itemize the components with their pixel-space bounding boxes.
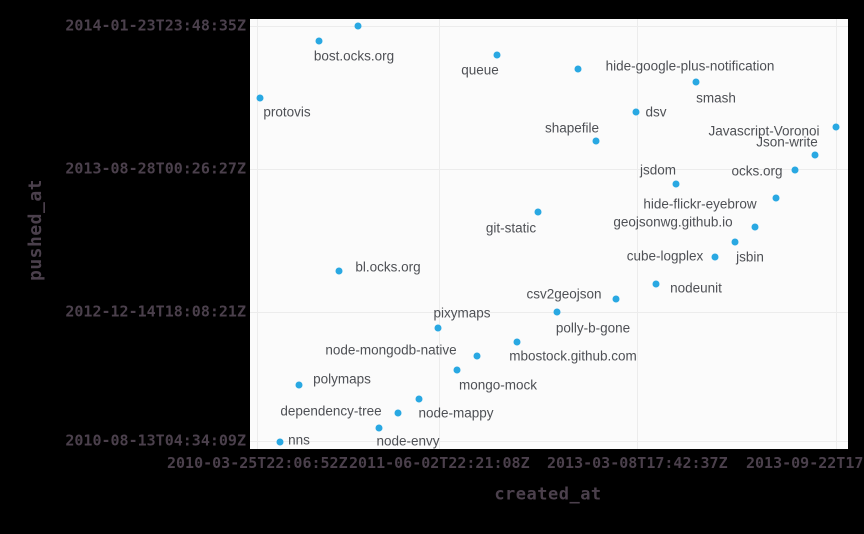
data-point-label: cube-logplex (626, 248, 704, 264)
x-tick-label: 2013-09-22T17 (746, 454, 864, 472)
data-point (652, 280, 660, 288)
data-point-label: node-envy (376, 433, 440, 449)
data-point (335, 267, 343, 275)
y-axis-title: pushed_at (25, 178, 46, 282)
data-point (354, 22, 362, 30)
data-point (711, 253, 719, 261)
data-point (592, 137, 600, 145)
data-point (415, 395, 423, 403)
vertical-gridline (257, 19, 258, 449)
data-point-label: polly-b-gone (555, 320, 631, 336)
data-point-label: polymaps (313, 371, 371, 387)
data-point-label: geojsonwg.github.io (613, 214, 733, 230)
x-tick-label: 2011-06-02T22:21:08Z (349, 454, 530, 472)
data-point (751, 223, 759, 231)
data-point (375, 424, 383, 432)
data-point-label: mongo-mock (458, 377, 538, 393)
data-point-label: nns (288, 432, 310, 448)
data-point (473, 352, 481, 360)
y-tick-label: 2013-08-28T00:26:27Z (65, 159, 246, 178)
data-point (295, 381, 303, 389)
horizontal-gridline (250, 312, 848, 313)
data-point-label: Json-write (756, 134, 818, 150)
data-point (493, 51, 501, 59)
x-axis-title: created_at (494, 484, 602, 505)
data-point-label: pixymaps (433, 305, 491, 321)
data-point (811, 151, 819, 159)
data-point-label: git-static (485, 220, 537, 236)
data-point (772, 194, 780, 202)
data-point-label: hide-flickr-eyebrow (643, 196, 757, 212)
data-point-label: ocks.org (731, 163, 783, 179)
data-point-label: dependency-tree (280, 403, 382, 419)
data-point-label: shapefile (544, 120, 600, 136)
data-point (315, 37, 323, 45)
data-point-label: dsv (645, 104, 667, 120)
data-point (632, 108, 640, 116)
horizontal-gridline (250, 169, 848, 170)
data-point-label: bost.ocks.org (313, 48, 395, 64)
vertical-gridline (637, 19, 638, 449)
data-point (731, 238, 739, 246)
data-point-label: Javascript-Voronoi (708, 123, 820, 139)
y-tick-label: 2010-08-13T04:34:09Z (65, 431, 246, 450)
horizontal-gridline (250, 441, 848, 442)
data-point-label: csv2geojson (526, 286, 602, 302)
data-point-label: bl.ocks.org (355, 259, 421, 275)
data-point-label: protovis (263, 104, 311, 120)
plot-area: bost.ocks.org queue hide-google-plus-notif… (250, 19, 848, 449)
data-point (453, 366, 461, 374)
data-point-label: hide-google-plus-notification (605, 58, 775, 74)
y-tick-label: 2012-12-14T18:08:21Z (65, 302, 246, 321)
data-point (513, 338, 521, 346)
x-tick-label: 2010-03-25T22:06:52Z (167, 454, 348, 472)
data-point-label: node-mongodb-native (325, 342, 457, 358)
data-point (256, 94, 264, 102)
data-point (672, 180, 680, 188)
data-point-label: smash (696, 90, 736, 106)
data-point (534, 208, 542, 216)
data-point-label: queue (461, 62, 499, 78)
data-point (394, 409, 402, 417)
data-point-label: jsdom (639, 162, 677, 178)
vertical-gridline (439, 19, 440, 449)
data-point (434, 324, 442, 332)
data-point-label: jsbin (736, 249, 764, 265)
data-point (553, 308, 561, 316)
horizontal-gridline (250, 26, 848, 27)
y-tick-label: 2014-01-23T23:48:35Z (65, 16, 246, 35)
data-point (574, 65, 582, 73)
x-tick-label: 2013-03-08T17:42:37Z (547, 454, 728, 472)
data-point-label: node-mappy (418, 405, 494, 421)
data-point (791, 166, 799, 174)
data-point-label: mbostock.github.com (509, 348, 637, 364)
data-point (832, 123, 840, 131)
data-point (692, 78, 700, 86)
vertical-gridline (836, 19, 837, 449)
data-point-label: nodeunit (670, 280, 722, 296)
data-point (276, 438, 284, 446)
data-point (612, 295, 620, 303)
